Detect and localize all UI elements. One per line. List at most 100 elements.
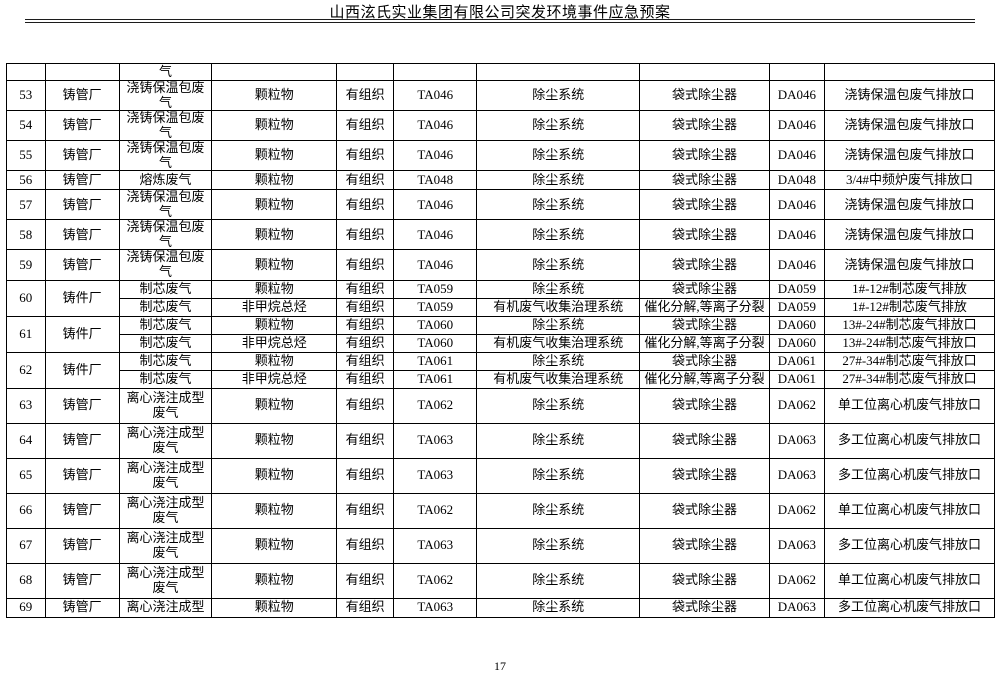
treatment-device-cell: 袋式除尘器 xyxy=(639,170,770,191)
factory-cell: 铸管厂 xyxy=(44,422,120,459)
factory-cell: 铸管厂 xyxy=(44,249,120,281)
da-code-cell: DA060 xyxy=(768,333,826,353)
treatment-device-cell: 袋式除尘器 xyxy=(639,597,770,618)
gas-name-cell: 离心浇注成型废气 xyxy=(118,422,213,459)
ta-code-cell: TA063 xyxy=(393,597,478,618)
row-number-cell: 66 xyxy=(6,492,46,529)
ta-code-cell: TA062 xyxy=(393,562,478,599)
ta-code-cell: TA062 xyxy=(393,387,478,424)
table-row: 57 铸管厂 浇铸保温包废气 颗粒物 有组织 TA046 除尘系统 袋式除尘器 DA046 浇铸保… xyxy=(6,189,995,221)
emission-form-cell: 有组织 xyxy=(335,170,395,191)
factory-cell: 铸管厂 xyxy=(44,140,120,172)
treatment-system-cell: 有机废气收集治理系统 xyxy=(476,333,641,353)
gas-name-cell: 制芯废气 xyxy=(118,297,213,317)
gas-name-cell: 浇铸保温包废气 xyxy=(118,79,213,112)
pollutant-cell: 颗粒物 xyxy=(211,219,337,251)
emission-form-cell: 有组织 xyxy=(335,189,395,221)
ta-code-cell: TA061 xyxy=(393,369,478,389)
outlet-name-cell: 浇铸保温包废气排放口 xyxy=(824,140,995,172)
da-code-cell: DA046 xyxy=(768,189,826,221)
emission-form-cell: 有组织 xyxy=(335,79,395,112)
pollutant-cell: 颗粒物 xyxy=(211,315,337,335)
row-number-cell: 67 xyxy=(6,527,46,564)
row-number-cell: 60 xyxy=(6,279,46,317)
da-code-cell: DA061 xyxy=(768,369,826,389)
gas-name-cell: 熔炼废气 xyxy=(118,170,213,191)
da-code-cell: DA062 xyxy=(768,562,826,599)
pollutant-cell: 颗粒物 xyxy=(211,110,337,142)
table-row: 66 铸管厂 离心浇注成型废气 颗粒物 有组织 TA062 除尘系统 袋式除尘器 DA062 单工… xyxy=(6,492,995,529)
emission-form-cell: 有组织 xyxy=(335,369,395,389)
gas-name-cell: 制芯废气 xyxy=(118,279,213,299)
gas-name-cell: 离心浇注成型废气 xyxy=(118,457,213,494)
row-number-cell: 58 xyxy=(6,219,46,251)
gas-name-cell: 离心浇注成型 xyxy=(118,597,213,618)
table-row: 61 铸件厂 制芯废气 颗粒物 有组织 TA060 除尘系统 袋式除尘器 DA060 13#-24… xyxy=(6,315,995,353)
outlet-name-cell: 单工位离心机废气排放口 xyxy=(824,387,995,424)
pollutant-cell: 颗粒物 xyxy=(211,492,337,529)
emission-form-cell: 有组织 xyxy=(335,351,395,371)
factory-cell: 铸管厂 xyxy=(44,170,120,191)
ta-code-cell: TA046 xyxy=(393,189,478,221)
ta-code-cell: TA059 xyxy=(393,279,478,299)
outlet-name-cell: 浇铸保温包废气排放口 xyxy=(824,189,995,221)
page-number: 17 xyxy=(494,659,506,673)
row-number-cell: 69 xyxy=(6,597,46,618)
treatment-device-cell: 袋式除尘器 xyxy=(639,457,770,494)
emission-form-cell: 有组织 xyxy=(335,219,395,251)
emissions-table-body: 气 53 铸管厂 浇铸保温包废气 颗粒物 有组织 TA046 除尘系统 袋式除尘器 DA046 浇铸… xyxy=(6,63,995,618)
pollutant-cell xyxy=(211,63,337,81)
pollutant-cell: 颗粒物 xyxy=(211,527,337,564)
emission-form-cell: 有组织 xyxy=(335,333,395,353)
pollutant-cell: 颗粒物 xyxy=(211,351,337,371)
treatment-system-cell: 除尘系统 xyxy=(476,140,641,172)
pollutant-cell: 颗粒物 xyxy=(211,422,337,459)
factory-cell: 铸管厂 xyxy=(44,457,120,494)
table-row: 53 铸管厂 浇铸保温包废气 颗粒物 有组织 TA046 除尘系统 袋式除尘器 DA046 浇铸保… xyxy=(6,79,995,112)
gas-name-cell: 离心浇注成型废气 xyxy=(118,527,213,564)
pollutant-cell: 颗粒物 xyxy=(211,562,337,599)
gas-name-cell: 离心浇注成型废气 xyxy=(118,387,213,424)
ta-code-cell: TA061 xyxy=(393,351,478,371)
ta-code-cell: TA063 xyxy=(393,527,478,564)
da-code-cell: DA046 xyxy=(768,249,826,281)
row-number-cell: 56 xyxy=(6,170,46,191)
treatment-system-cell: 除尘系统 xyxy=(476,351,641,371)
table-row: 55 铸管厂 浇铸保温包废气 颗粒物 有组织 TA046 除尘系统 袋式除尘器 DA046 浇铸保… xyxy=(6,140,995,172)
pollutant-cell: 颗粒物 xyxy=(211,140,337,172)
gas-name-cell: 离心浇注成型废气 xyxy=(118,492,213,529)
ta-code-cell: TA046 xyxy=(393,140,478,172)
treatment-system-cell: 除尘系统 xyxy=(476,315,641,335)
treatment-system-cell: 有机废气收集治理系统 xyxy=(476,369,641,389)
ta-code-cell: TA046 xyxy=(393,249,478,281)
row-number-cell: 54 xyxy=(6,110,46,142)
treatment-system-cell: 除尘系统 xyxy=(476,189,641,221)
gas-name-cell: 气 xyxy=(118,63,213,81)
row-number-cell: 68 xyxy=(6,562,46,599)
outlet-name-cell: 浇铸保温包废气排放口 xyxy=(824,79,995,112)
row-number-cell: 61 xyxy=(6,315,46,353)
treatment-device-cell: 袋式除尘器 xyxy=(639,79,770,112)
gas-name-cell: 浇铸保温包废气 xyxy=(118,219,213,251)
outlet-name-cell: 浇铸保温包废气排放口 xyxy=(824,219,995,251)
treatment-device-cell: 袋式除尘器 xyxy=(639,249,770,281)
treatment-system-cell: 除尘系统 xyxy=(476,492,641,529)
ta-code-cell: TA063 xyxy=(393,457,478,494)
treatment-system-cell: 除尘系统 xyxy=(476,422,641,459)
treatment-system-cell: 有机废气收集治理系统 xyxy=(476,297,641,317)
treatment-device-cell: 袋式除尘器 xyxy=(639,492,770,529)
da-code-cell: DA046 xyxy=(768,110,826,142)
outlet-name-cell: 单工位离心机废气排放口 xyxy=(824,492,995,529)
table-row: 62 铸件厂 制芯废气 颗粒物 有组织 TA061 除尘系统 袋式除尘器 DA061 27#-34… xyxy=(6,351,995,389)
emission-form-cell: 有组织 xyxy=(335,457,395,494)
table-row: 制芯废气 非甲烷总烃 有组织 TA059 有机废气收集治理系统 催化分解,等离子分裂 DA0… xyxy=(7,297,995,317)
emissions-outlets-table: 气 53 铸管厂 浇铸保温包废气 颗粒物 有组织 TA046 除尘系统 袋式除尘器 DA046 浇铸… xyxy=(6,63,995,618)
pollutant-cell: 颗粒物 xyxy=(211,457,337,494)
outlet-name-cell: 27#-34#制芯废气排放口 xyxy=(824,351,995,371)
factory-cell: 铸管厂 xyxy=(44,79,120,112)
outlet-name-cell: 浇铸保温包废气排放口 xyxy=(824,249,995,281)
treatment-system-cell: 除尘系统 xyxy=(476,279,641,299)
gas-name-cell: 浇铸保温包废气 xyxy=(118,189,213,221)
treatment-device-cell: 袋式除尘器 xyxy=(639,527,770,564)
treatment-device-cell: 袋式除尘器 xyxy=(639,422,770,459)
